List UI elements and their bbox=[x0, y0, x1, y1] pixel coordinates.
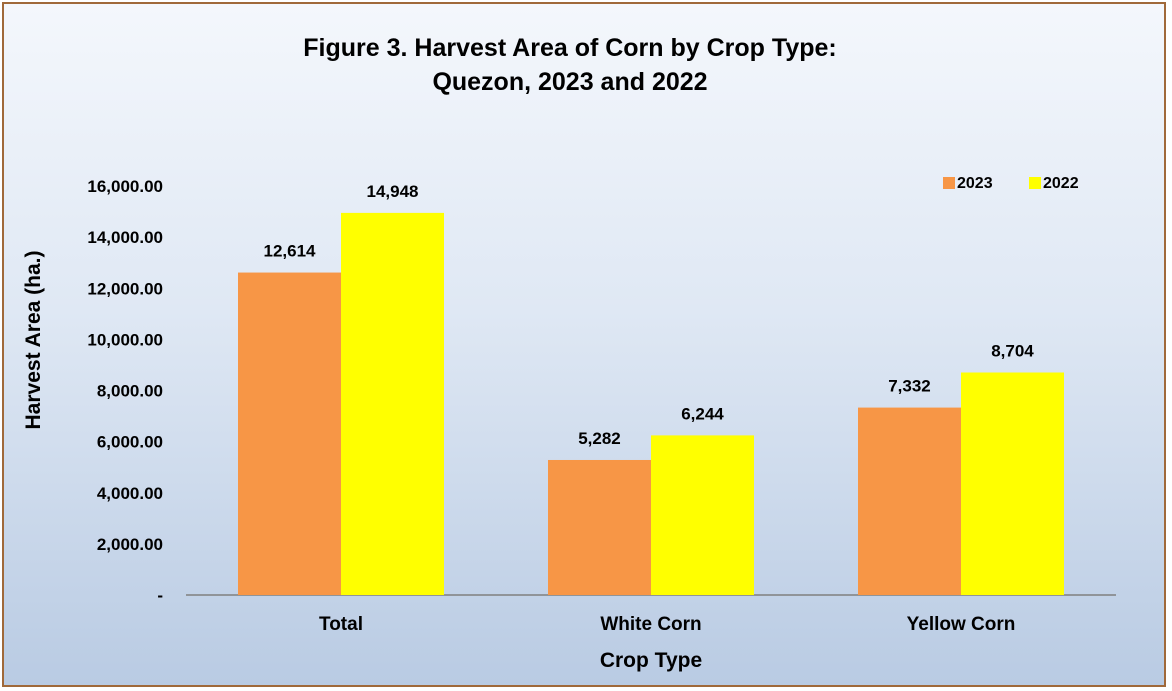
x-axis-category-labels: Total White Corn Yellow Corn bbox=[319, 614, 1015, 635]
chart-title-line-2: Quezon, 2023 and 2022 bbox=[432, 68, 707, 96]
y-tick-label: - bbox=[157, 586, 163, 605]
data-label: 8,704 bbox=[991, 342, 1034, 361]
data-labels: 12,614 14,948 5,282 6,244 7,332 8,704 bbox=[264, 182, 1035, 448]
data-label: 14,948 bbox=[367, 182, 419, 201]
bar-2023-1 bbox=[548, 459, 651, 595]
y-tick-label: 6,000.00 bbox=[97, 433, 163, 452]
legend-swatch bbox=[943, 177, 955, 189]
x-category-label: Yellow Corn bbox=[907, 614, 1016, 635]
bar-2022-0 bbox=[341, 212, 444, 595]
x-category-label: White Corn bbox=[600, 614, 701, 635]
bar-2023-2 bbox=[858, 407, 961, 595]
x-category-label: Total bbox=[319, 614, 363, 635]
y-tick-label: 2,000.00 bbox=[97, 535, 163, 554]
data-label: 6,244 bbox=[681, 404, 724, 423]
y-tick-label: 4,000.00 bbox=[97, 484, 163, 503]
legend: 2023 2022 bbox=[943, 175, 1079, 192]
chart-title: Figure 3. Harvest Area of Corn by Crop T… bbox=[303, 34, 836, 96]
legend-swatch bbox=[1029, 177, 1041, 189]
y-tick-label: 10,000.00 bbox=[87, 330, 163, 349]
data-label: 12,614 bbox=[264, 242, 317, 261]
bar-2022-1 bbox=[651, 435, 754, 595]
y-axis-ticks: - 2,000.00 4,000.00 6,000.00 8,000.00 10,000.… bbox=[87, 177, 163, 605]
x-axis-title: Crop Type bbox=[600, 649, 702, 672]
bars bbox=[238, 212, 1064, 595]
y-axis-title: Harvest Area (ha.) bbox=[22, 251, 45, 430]
data-label: 5,282 bbox=[578, 429, 621, 448]
legend-label: 2022 bbox=[1043, 175, 1079, 192]
bar-2022-2 bbox=[961, 372, 1064, 595]
y-tick-label: 12,000.00 bbox=[87, 279, 163, 298]
data-label: 7,332 bbox=[888, 377, 931, 396]
chart-title-line-1: Figure 3. Harvest Area of Corn by Crop T… bbox=[303, 34, 836, 62]
y-tick-label: 16,000.00 bbox=[87, 177, 163, 196]
bar-2023-0 bbox=[238, 272, 341, 595]
legend-label: 2023 bbox=[957, 175, 993, 192]
y-tick-label: 8,000.00 bbox=[97, 382, 163, 401]
y-tick-label: 14,000.00 bbox=[87, 228, 163, 247]
